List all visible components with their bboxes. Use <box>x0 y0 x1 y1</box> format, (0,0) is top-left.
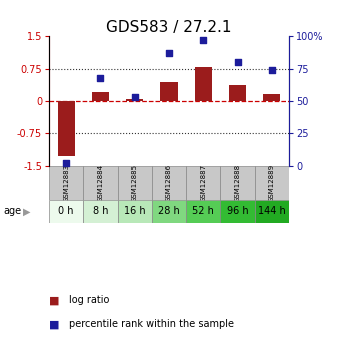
Text: ■: ■ <box>49 295 59 305</box>
Bar <box>83 166 118 200</box>
Bar <box>255 200 289 223</box>
Bar <box>220 166 255 200</box>
Bar <box>83 200 118 223</box>
Bar <box>49 200 83 223</box>
Text: 28 h: 28 h <box>158 206 180 216</box>
Point <box>166 50 172 56</box>
Bar <box>220 200 255 223</box>
Point <box>235 59 240 65</box>
Text: GSM12889: GSM12889 <box>269 164 275 202</box>
Bar <box>195 67 212 101</box>
Bar <box>263 94 281 101</box>
Bar <box>92 91 109 101</box>
Text: 8 h: 8 h <box>93 206 108 216</box>
Bar <box>186 200 220 223</box>
Bar <box>152 200 186 223</box>
Point <box>132 95 138 100</box>
Bar <box>152 166 186 200</box>
Bar <box>118 200 152 223</box>
Text: percentile rank within the sample: percentile rank within the sample <box>69 319 234 329</box>
Bar <box>126 99 143 101</box>
Text: 96 h: 96 h <box>227 206 248 216</box>
Text: GSM12884: GSM12884 <box>97 164 103 202</box>
Point <box>200 37 206 43</box>
Title: GDS583 / 27.2.1: GDS583 / 27.2.1 <box>106 20 232 35</box>
Bar <box>186 166 220 200</box>
Text: ▶: ▶ <box>23 206 30 216</box>
Bar <box>229 85 246 101</box>
Text: GSM12886: GSM12886 <box>166 164 172 202</box>
Point <box>64 160 69 166</box>
Text: ■: ■ <box>49 319 59 329</box>
Text: GSM12887: GSM12887 <box>200 164 206 202</box>
Bar <box>118 166 152 200</box>
Text: log ratio: log ratio <box>69 295 110 305</box>
Bar <box>49 166 83 200</box>
Point <box>269 67 274 73</box>
Text: 144 h: 144 h <box>258 206 286 216</box>
Point <box>98 75 103 80</box>
Text: 16 h: 16 h <box>124 206 146 216</box>
Text: age: age <box>3 206 22 216</box>
Text: GSM12888: GSM12888 <box>235 164 241 202</box>
Text: 0 h: 0 h <box>58 206 74 216</box>
Bar <box>57 101 75 156</box>
Bar <box>161 81 177 101</box>
Bar <box>255 166 289 200</box>
Text: GSM12885: GSM12885 <box>132 164 138 202</box>
Text: GSM12883: GSM12883 <box>63 164 69 202</box>
Text: 52 h: 52 h <box>192 206 214 216</box>
